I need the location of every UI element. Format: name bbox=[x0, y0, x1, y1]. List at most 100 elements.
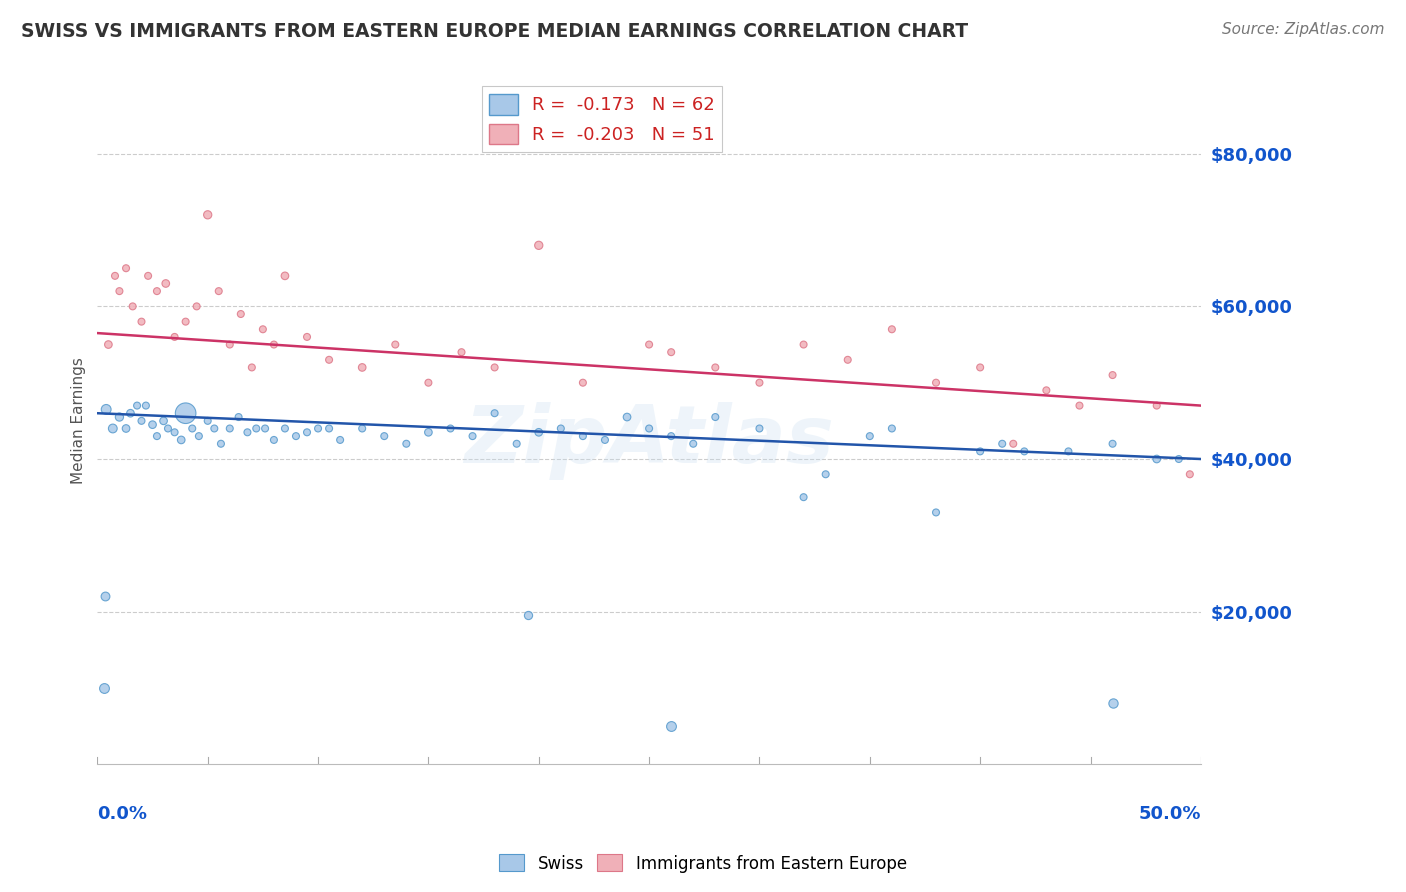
Point bbox=[263, 433, 285, 447]
Point bbox=[748, 421, 770, 435]
Point bbox=[307, 421, 329, 435]
Point bbox=[209, 436, 232, 450]
Point bbox=[93, 681, 115, 695]
Point bbox=[141, 417, 163, 432]
Point bbox=[186, 299, 208, 313]
Point bbox=[155, 277, 177, 291]
Point bbox=[1101, 368, 1123, 382]
Point bbox=[136, 268, 159, 283]
Text: 0.0%: 0.0% bbox=[97, 805, 148, 823]
Point bbox=[274, 268, 297, 283]
Point bbox=[1014, 444, 1036, 458]
Point bbox=[218, 421, 240, 435]
Point bbox=[108, 410, 131, 425]
Point bbox=[152, 414, 174, 428]
Point bbox=[925, 505, 948, 519]
Point bbox=[318, 421, 340, 435]
Point bbox=[969, 360, 991, 375]
Point bbox=[1146, 399, 1168, 413]
Point bbox=[120, 406, 142, 420]
Point bbox=[181, 421, 204, 435]
Point bbox=[146, 429, 169, 443]
Text: 50.0%: 50.0% bbox=[1139, 805, 1201, 823]
Point bbox=[572, 376, 595, 390]
Point bbox=[97, 337, 120, 351]
Point bbox=[859, 429, 882, 443]
Point bbox=[131, 414, 153, 428]
Point bbox=[638, 337, 661, 351]
Point bbox=[659, 345, 682, 359]
Point bbox=[880, 421, 903, 435]
Point bbox=[1057, 444, 1080, 458]
Point bbox=[682, 436, 704, 450]
Point bbox=[505, 436, 527, 450]
Point bbox=[659, 429, 682, 443]
Point bbox=[925, 376, 948, 390]
Point bbox=[263, 337, 285, 351]
Point bbox=[1069, 399, 1091, 413]
Point bbox=[108, 284, 131, 298]
Point bbox=[285, 429, 308, 443]
Point bbox=[208, 284, 231, 298]
Point bbox=[572, 429, 595, 443]
Point bbox=[329, 433, 352, 447]
Point bbox=[373, 429, 395, 443]
Point bbox=[163, 330, 186, 344]
Point bbox=[295, 330, 318, 344]
Point bbox=[1101, 436, 1123, 450]
Point bbox=[125, 399, 148, 413]
Point bbox=[704, 410, 727, 425]
Point bbox=[236, 425, 259, 440]
Point bbox=[156, 421, 179, 435]
Point bbox=[352, 360, 374, 375]
Point bbox=[969, 444, 991, 458]
Legend: R =  -0.173   N = 62, R =  -0.203   N = 51: R = -0.173 N = 62, R = -0.203 N = 51 bbox=[482, 87, 723, 152]
Point bbox=[318, 352, 340, 367]
Point bbox=[202, 421, 225, 435]
Point bbox=[1178, 467, 1201, 482]
Point bbox=[516, 608, 538, 623]
Legend: Swiss, Immigrants from Eastern Europe: Swiss, Immigrants from Eastern Europe bbox=[492, 847, 914, 880]
Point bbox=[450, 345, 472, 359]
Point bbox=[197, 208, 219, 222]
Point bbox=[527, 425, 550, 440]
Point bbox=[187, 429, 209, 443]
Point bbox=[135, 399, 157, 413]
Point bbox=[295, 425, 318, 440]
Point bbox=[793, 337, 815, 351]
Point bbox=[115, 261, 138, 276]
Text: Source: ZipAtlas.com: Source: ZipAtlas.com bbox=[1222, 22, 1385, 37]
Point bbox=[593, 433, 616, 447]
Point bbox=[131, 315, 153, 329]
Point bbox=[94, 590, 117, 604]
Point bbox=[218, 337, 240, 351]
Point bbox=[115, 421, 138, 435]
Point bbox=[384, 337, 406, 351]
Point bbox=[418, 425, 440, 440]
Point bbox=[146, 284, 169, 298]
Point bbox=[252, 322, 274, 336]
Point bbox=[228, 410, 250, 425]
Point bbox=[274, 421, 297, 435]
Point bbox=[174, 406, 197, 420]
Point bbox=[163, 425, 186, 440]
Point bbox=[101, 421, 124, 435]
Point bbox=[1167, 452, 1189, 467]
Point bbox=[484, 406, 506, 420]
Point bbox=[254, 421, 277, 435]
Point bbox=[880, 322, 903, 336]
Point bbox=[229, 307, 252, 321]
Point bbox=[1035, 384, 1057, 398]
Point bbox=[659, 719, 682, 733]
Point bbox=[121, 299, 143, 313]
Point bbox=[837, 352, 859, 367]
Point bbox=[550, 421, 572, 435]
Point bbox=[991, 436, 1014, 450]
Point bbox=[484, 360, 506, 375]
Point bbox=[461, 429, 484, 443]
Point bbox=[527, 238, 550, 252]
Point bbox=[104, 268, 127, 283]
Point bbox=[170, 433, 193, 447]
Point bbox=[1146, 452, 1168, 467]
Point bbox=[96, 402, 118, 417]
